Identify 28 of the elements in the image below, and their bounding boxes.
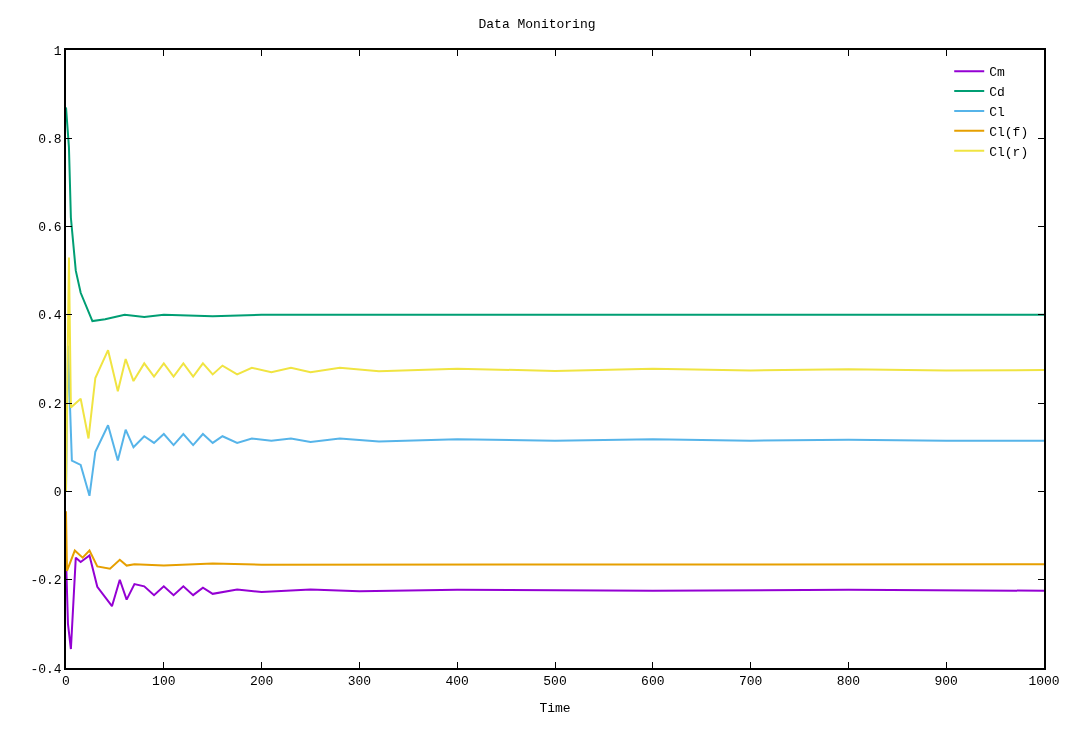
legend-label: Cl(f) (989, 124, 1029, 140)
chart-title: Data Monitoring (478, 16, 596, 32)
legend-label: Cl(r) (989, 144, 1029, 160)
y-tick-label: 0.6 (38, 220, 62, 236)
x-tick-label: 1000 (1028, 674, 1060, 690)
line-series (66, 256, 1044, 493)
y-tick-label: 0.8 (38, 131, 62, 147)
x-tick-label: 700 (738, 674, 763, 690)
y-tick-label: 0 (53, 484, 62, 500)
line-series (66, 510, 1044, 572)
y-tick-label: -0.2 (30, 573, 62, 589)
x-tick-label: 900 (934, 674, 958, 690)
x-axis-title: Time (539, 701, 571, 717)
x-tick-label: 600 (641, 674, 665, 690)
y-tick-label: 0.4 (38, 308, 62, 324)
x-tick-label: 800 (836, 674, 861, 690)
legend-label: Cl (989, 105, 1006, 120)
x-tick-label: 200 (249, 674, 274, 690)
x-tick-label: 400 (445, 674, 469, 690)
x-tick-label: 500 (543, 674, 567, 690)
legend-label: Cd (989, 85, 1005, 101)
y-tick-label: -0.4 (30, 661, 62, 677)
legend-label: Cm (989, 65, 1006, 81)
x-tick-label: 300 (347, 674, 372, 690)
line-series (66, 554, 1044, 651)
y-tick-label: 0.2 (38, 396, 62, 412)
y-tick-label: 1 (53, 43, 62, 59)
x-tick-label: 100 (152, 674, 176, 690)
